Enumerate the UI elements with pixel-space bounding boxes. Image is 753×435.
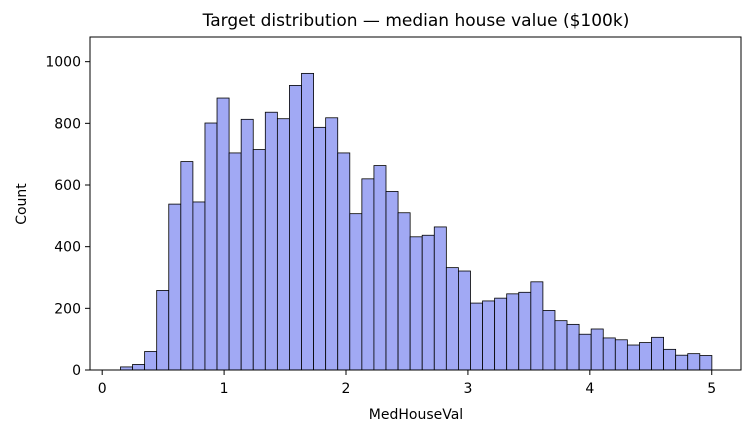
y-tick-label: 400 <box>54 240 81 256</box>
y-tick-label: 800 <box>54 116 81 132</box>
histogram-bar <box>276 118 290 371</box>
histogram-bar <box>313 126 327 371</box>
histogram-bar <box>482 300 496 371</box>
histogram-bar <box>325 117 339 371</box>
histogram-bar <box>301 72 314 371</box>
histogram-bar <box>385 191 399 371</box>
histogram-bar <box>216 97 230 371</box>
histogram-bar <box>180 161 194 371</box>
histogram-bar <box>687 353 701 371</box>
histogram-bar <box>168 203 182 371</box>
histogram-bar <box>409 236 423 371</box>
histogram-bar <box>470 302 483 371</box>
y-axis-ticks: 0 200 400 600 800 1000 <box>45 55 90 379</box>
histogram-bar <box>421 234 435 371</box>
bars-group <box>120 72 713 371</box>
histogram-bar <box>458 270 471 371</box>
histogram-bar <box>651 336 664 371</box>
histogram-bar <box>663 348 677 371</box>
histogram-bar <box>144 351 158 371</box>
x-axis-ticks: 0 1 2 3 4 5 <box>98 370 716 397</box>
histogram-bar <box>699 355 713 371</box>
histogram-bar <box>614 339 628 371</box>
histogram-bar <box>228 152 242 371</box>
histogram-bar <box>192 201 206 371</box>
histogram-bar <box>252 149 266 371</box>
y-tick-label: 0 <box>72 363 81 379</box>
x-tick-label: 1 <box>220 381 229 397</box>
histogram-bar <box>530 281 544 371</box>
histogram-bar <box>373 165 387 371</box>
histogram-bar <box>518 291 532 371</box>
x-tick-label: 5 <box>707 381 716 397</box>
plot-frame <box>89 36 742 371</box>
histogram-bar <box>132 364 146 371</box>
histogram-bar <box>578 333 592 371</box>
histogram-bar <box>156 290 170 371</box>
x-tick-label: 3 <box>463 381 472 397</box>
histogram-bar <box>554 320 568 371</box>
histogram-bar <box>240 118 254 371</box>
histogram-bar <box>445 267 459 371</box>
histogram-bar <box>675 354 689 371</box>
histogram-bar <box>433 226 447 371</box>
histogram-bar <box>542 310 556 371</box>
chart-title: Target distribution — median house value… <box>202 11 630 31</box>
histogram-bar <box>590 328 604 371</box>
histogram-bar <box>361 178 375 371</box>
histogram-bar <box>397 212 411 371</box>
histogram-bar <box>639 342 652 371</box>
histogram-bar <box>204 122 218 371</box>
y-axis-label: Count <box>14 183 30 225</box>
x-tick-label: 2 <box>342 381 351 397</box>
x-tick-label: 4 <box>585 381 594 397</box>
y-tick-label: 1000 <box>45 55 81 71</box>
histogram-bar <box>602 337 616 371</box>
histogram-bar <box>337 152 351 371</box>
y-tick-label: 200 <box>54 301 81 317</box>
histogram-bar <box>566 323 580 371</box>
x-axis-label: MedHouseVal <box>369 407 463 423</box>
histogram-bar <box>506 293 520 371</box>
x-tick-label: 0 <box>98 381 107 397</box>
histogram-bar <box>289 85 302 371</box>
histogram-bar <box>626 344 640 371</box>
y-tick-label: 600 <box>54 178 81 194</box>
histogram-bar <box>349 213 363 371</box>
histogram-bar <box>494 297 508 371</box>
histogram-bar <box>264 111 278 371</box>
